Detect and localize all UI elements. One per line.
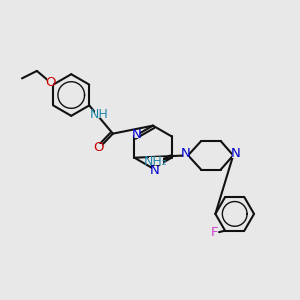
Text: NH₂: NH₂ [144, 155, 168, 168]
Text: NH: NH [90, 108, 109, 121]
FancyBboxPatch shape [47, 78, 53, 86]
Text: N: N [181, 147, 191, 161]
FancyBboxPatch shape [183, 150, 189, 158]
Text: N: N [230, 147, 240, 161]
FancyBboxPatch shape [94, 110, 105, 118]
FancyBboxPatch shape [96, 144, 102, 152]
FancyBboxPatch shape [212, 228, 218, 236]
Text: O: O [93, 141, 104, 154]
FancyBboxPatch shape [152, 166, 158, 174]
FancyBboxPatch shape [232, 150, 238, 158]
Text: N: N [150, 164, 160, 177]
Text: N: N [132, 128, 142, 141]
FancyBboxPatch shape [134, 130, 140, 138]
FancyBboxPatch shape [149, 158, 163, 165]
Text: O: O [45, 76, 56, 89]
Text: F: F [211, 226, 219, 238]
